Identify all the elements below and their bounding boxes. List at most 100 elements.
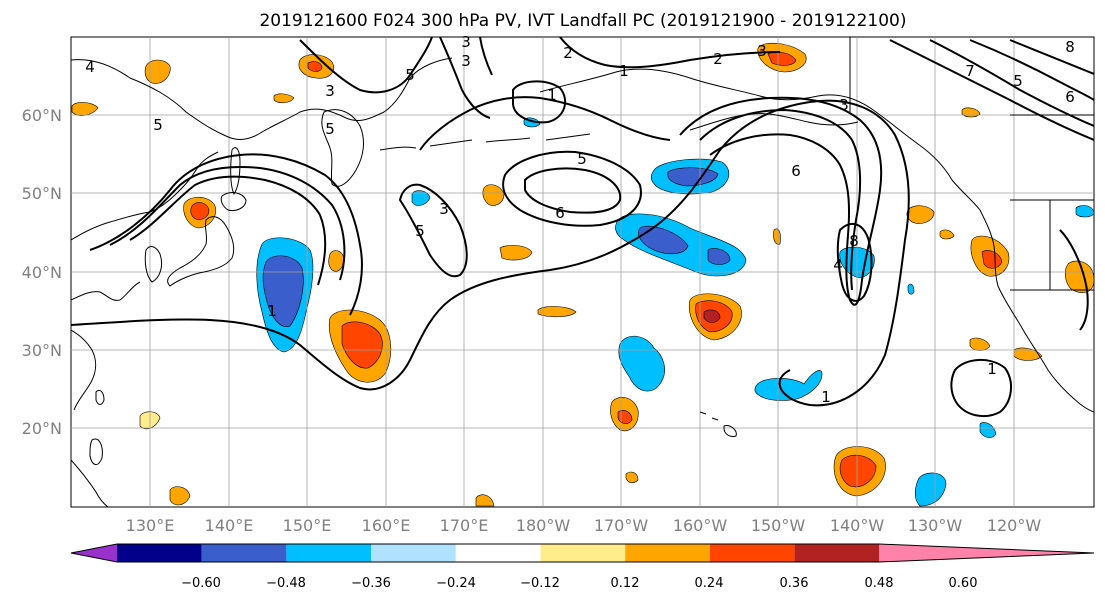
contour-label: 2 (563, 44, 573, 62)
sakhalin-coast (230, 147, 241, 195)
pv-patch (411, 190, 431, 206)
lon-label: 170°W (594, 516, 649, 535)
lon-label: 140°W (830, 516, 885, 535)
lon-label: 160°W (673, 516, 728, 535)
lon-label: 170°E (440, 516, 489, 535)
contour-label: 5 (415, 222, 425, 240)
colorbar-swatches (71, 544, 1094, 562)
lat-label: 20°N (22, 419, 62, 438)
contour-label: 5 (325, 120, 335, 138)
lon-label: 180°W (516, 516, 571, 535)
alaska-coast (539, 68, 953, 181)
asia-coast (71, 281, 141, 301)
pv-patch (475, 494, 495, 507)
colorbar-tick-label: −0.60 (181, 576, 221, 591)
contour-line (1059, 229, 1089, 331)
pv-patch (482, 184, 505, 206)
canada-coast (951, 179, 1094, 413)
contour-line (89, 153, 363, 316)
asia-coast (71, 57, 453, 140)
colorbar-swatch (286, 544, 372, 562)
asia-coast (71, 329, 97, 411)
map-title: 2019121600 F024 300 hPa PV, IVT Landfall… (259, 11, 906, 31)
contour-label: 2 (713, 50, 723, 68)
pv-patch (754, 370, 823, 401)
colorbar-tick-label: −0.48 (266, 576, 306, 591)
lon-label: 150°E (283, 516, 332, 535)
colorbar-swatch (201, 544, 287, 562)
contour-label: 3 (325, 82, 335, 100)
lon-label: 130°E (126, 516, 175, 535)
colorbar-swatch (709, 544, 795, 562)
colorbar-swatch (71, 544, 117, 562)
pv-patch (969, 337, 991, 351)
pv-patch (190, 202, 210, 220)
lon-label: 130°W (908, 516, 963, 535)
korea-coast (144, 246, 163, 283)
positive-pv-patches (71, 42, 1094, 507)
lat-label: 40°N (22, 263, 62, 282)
contour-label: 1 (821, 388, 831, 406)
lon-label: 160°E (362, 516, 411, 535)
pv-patch (981, 250, 1003, 269)
contour-label: 1 (267, 302, 277, 320)
colorbar-tick-label: −0.36 (351, 576, 391, 591)
contour-line (398, 183, 468, 278)
contour-label: 8 (1065, 38, 1075, 56)
contour-label: 6 (1065, 88, 1075, 106)
contour-labels: 5 3 5 3 2 3 1 5 6 3 5 1 3 2 6 8 4 1 1 1 … (85, 33, 1075, 406)
pv-patch (1075, 205, 1094, 218)
negative-pv-patches (256, 117, 1094, 507)
contour-label: 6 (791, 162, 801, 180)
colorbar-swatch (625, 544, 710, 562)
colorbar-tick-label: 0.36 (780, 576, 809, 591)
contour-label: 1 (619, 62, 629, 80)
contour-label: 3 (757, 42, 767, 60)
aleutian-islands (379, 133, 591, 151)
colorbar-outline (70, 543, 1095, 563)
colorbar-tick-labels: −0.60 −0.48 −0.36 −0.24 −0.12 0.12 0.24 … (181, 576, 977, 591)
contour-line (679, 96, 883, 306)
contour-label: 7 (965, 62, 975, 80)
contour-label: 3 (839, 96, 849, 114)
pv-patch (328, 250, 345, 272)
pv-patch (839, 454, 877, 488)
pv-patch (939, 229, 955, 240)
pv-patch (273, 93, 295, 104)
pv-patch (703, 309, 721, 323)
pv-patch (906, 205, 935, 224)
pv-patch (617, 410, 633, 424)
contour-line (889, 39, 1094, 141)
colorbar-tick-label: −0.24 (436, 576, 476, 591)
contour-line (836, 222, 873, 302)
contour-label: 4 (85, 58, 95, 76)
lon-label: 150°W (751, 516, 806, 535)
contour-line (439, 37, 491, 119)
contour-label: 4 (833, 256, 843, 274)
contour-label: 1 (547, 86, 557, 104)
pv-patch (262, 255, 304, 327)
colorbar-swatch (794, 544, 880, 562)
contour-line (479, 37, 493, 76)
lon-label: 140°E (205, 516, 254, 535)
colorbar-tick-label: 0.12 (611, 576, 640, 591)
contour-line (109, 165, 346, 281)
contour-label: 5 (153, 116, 163, 134)
pv-patch (499, 245, 533, 261)
colorbar-tick-label: −0.12 (520, 576, 560, 591)
contour-line (1009, 39, 1094, 75)
alaska-coast (689, 113, 859, 131)
kamchatka-coast (321, 109, 364, 187)
pv-patch (169, 486, 191, 506)
pv-patch (907, 283, 915, 295)
contour-label: 3 (439, 200, 449, 218)
contour-line (299, 37, 433, 94)
pv-patch (914, 472, 947, 507)
pv-patch (1013, 347, 1043, 361)
contour-label: 1 (987, 360, 997, 378)
colorbar-tick-label: 0.48 (865, 576, 894, 591)
pv-patch (773, 228, 781, 245)
contour-label: 3 (461, 52, 471, 70)
graticule (71, 37, 1094, 507)
lon-label: 120°W (987, 516, 1042, 535)
